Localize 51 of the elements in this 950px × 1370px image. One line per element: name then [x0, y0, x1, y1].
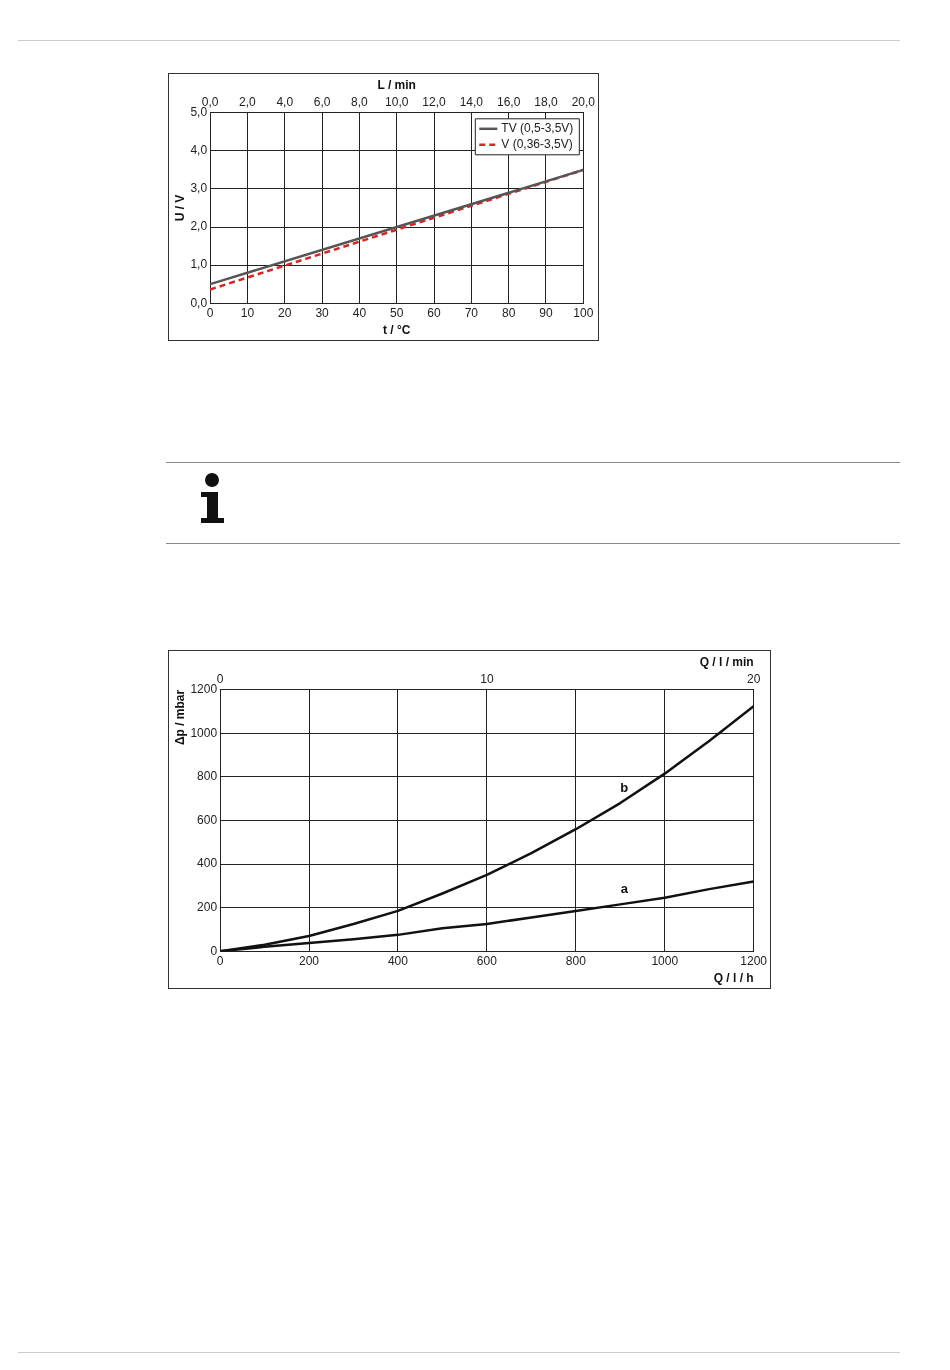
y-tick-label: 400 — [197, 856, 218, 871]
x-tick-label: 70 — [464, 305, 479, 320]
x2-tick-label: 4,0 — [276, 94, 294, 109]
x-tick-label: 200 — [299, 953, 320, 968]
x2-tick-label: 6,0 — [313, 94, 331, 109]
x-tick-label: 30 — [315, 305, 330, 320]
x-tick-label: 40 — [352, 305, 367, 320]
x-tick-label: 100 — [573, 305, 594, 320]
series-label: b — [620, 780, 629, 796]
y-tick-label: 5,0 — [190, 105, 208, 120]
x2-tick-label: 20,0 — [571, 94, 596, 109]
x-axis-title: t / °C — [382, 323, 411, 338]
x-tick-label: 800 — [565, 953, 587, 968]
x2-tick-label: 16,0 — [496, 94, 521, 109]
x-tick-label: 50 — [390, 305, 404, 320]
y-tick-label: 1200 — [190, 682, 218, 697]
x2-tick-label: 14,0 — [459, 94, 484, 109]
y-tick-label: 600 — [197, 812, 218, 827]
series-label: a — [620, 881, 629, 897]
y-axis-title: U / V — [172, 194, 187, 222]
x2-tick-label: 8,0 — [351, 94, 369, 109]
x2-axis-title: Q / l / min — [699, 654, 754, 669]
x-tick-label: 10 — [240, 305, 255, 320]
x-tick-label: 60 — [427, 305, 442, 320]
legend-label: V (0,36-3,5V) — [501, 137, 573, 152]
x-tick-label: 1200 — [740, 953, 768, 968]
y-tick-label: 4,0 — [190, 143, 208, 158]
x-tick-label: 1000 — [651, 953, 679, 968]
x2-tick-label: 10 — [480, 671, 494, 686]
y-tick-label: 2,0 — [190, 219, 208, 234]
legend-label: TV (0,5-3,5V) — [501, 121, 574, 136]
x-axis-title: Q / l / h — [713, 971, 754, 986]
x-tick-label: 80 — [501, 305, 516, 320]
y-tick-label: 0 — [210, 943, 218, 958]
x2-tick-label: 20 — [746, 671, 761, 686]
x2-tick-label: 12,0 — [422, 94, 447, 109]
x-tick-label: 400 — [387, 953, 409, 968]
y-tick-label: 200 — [197, 899, 218, 914]
y-tick-label: 3,0 — [190, 181, 208, 196]
y-tick-label: 1000 — [190, 725, 218, 740]
x2-tick-label: 18,0 — [534, 94, 558, 109]
y-tick-label: 1,0 — [190, 257, 208, 272]
y-axis-title: Δp / mbar — [172, 689, 187, 746]
x2-tick-label: 10,0 — [385, 94, 409, 109]
x-tick-label: 90 — [539, 305, 553, 320]
x-tick-label: 20 — [278, 305, 292, 320]
x-tick-label: 600 — [476, 953, 498, 968]
x2-axis-title: L / min — [377, 77, 416, 92]
y-tick-label: 800 — [197, 769, 218, 784]
y-tick-label: 0,0 — [190, 295, 208, 310]
x2-tick-label: 2,0 — [239, 94, 257, 109]
